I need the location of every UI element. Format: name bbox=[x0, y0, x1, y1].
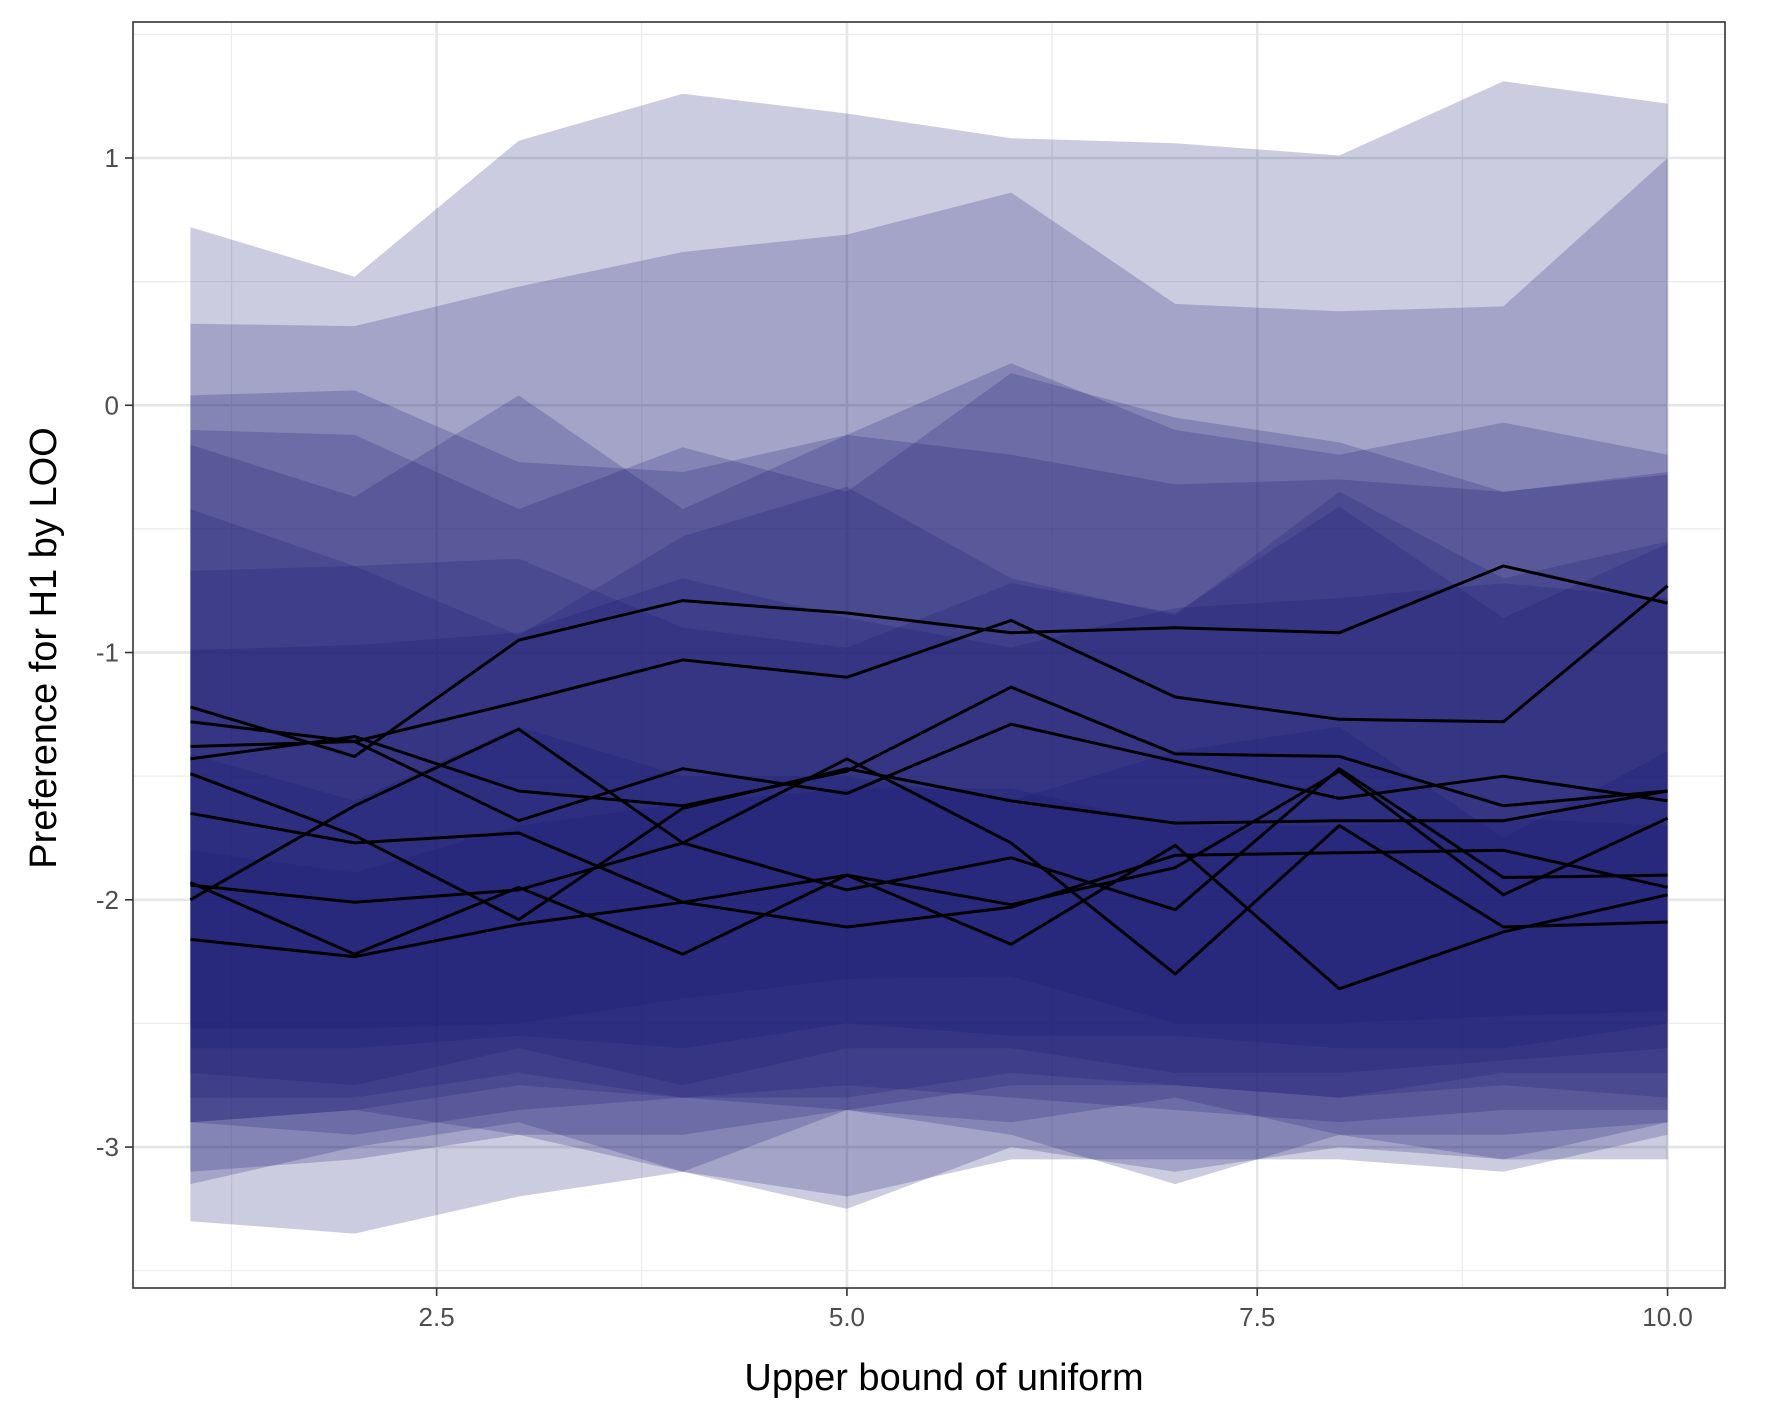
series-line-3 bbox=[190, 685, 1668, 808]
y-tick-labels: -3 -2 -1 0 1 bbox=[96, 143, 119, 1162]
x-tick-label: 10.0 bbox=[1642, 1302, 1693, 1332]
series-line-2 bbox=[190, 584, 1669, 748]
series-line-8 bbox=[189, 843, 1668, 991]
ribbon-band-3 bbox=[190, 363, 1668, 1234]
y-axis-title: Preference for H1 by LOO bbox=[23, 427, 65, 868]
ribbon-band-4 bbox=[190, 373, 1668, 1185]
ribbon-band-2 bbox=[190, 158, 1668, 1197]
ribbon-band-1 bbox=[190, 81, 1668, 1135]
plot-panel bbox=[133, 22, 1725, 1288]
ribbon-band-6 bbox=[190, 486, 1668, 1123]
series-line-1 bbox=[189, 564, 1668, 758]
series-line-9 bbox=[189, 727, 1668, 976]
x-tick-label: 5.0 bbox=[829, 1302, 865, 1332]
ribbon-band-8 bbox=[190, 578, 1668, 1086]
x-tick-labels: 2.5 5.0 7.5 10.0 bbox=[419, 1302, 1693, 1332]
ribbon-band-5 bbox=[190, 395, 1668, 1135]
x-axis-title: Upper bound of uniform bbox=[744, 1357, 1143, 1399]
y-tick-label: -1 bbox=[96, 638, 119, 668]
ribbon-bands bbox=[190, 81, 1668, 1234]
axis-ticks bbox=[125, 157, 1669, 1296]
y-tick-label: 0 bbox=[105, 390, 119, 420]
y-tick-label: -3 bbox=[96, 1132, 119, 1162]
series-line-10 bbox=[190, 848, 1668, 959]
y-tick-label: -2 bbox=[96, 885, 119, 915]
y-tick-label: 1 bbox=[105, 143, 119, 173]
series-line-5 bbox=[189, 767, 1668, 922]
series-lines bbox=[189, 564, 1669, 991]
plot-border bbox=[132, 21, 1726, 1289]
grid bbox=[133, 22, 1725, 1288]
series-line-4 bbox=[190, 720, 1668, 823]
series-line-6 bbox=[190, 769, 1669, 907]
x-tick-label: 2.5 bbox=[419, 1302, 455, 1332]
x-tick-label: 7.5 bbox=[1239, 1302, 1275, 1332]
series-line-7 bbox=[190, 767, 1668, 912]
